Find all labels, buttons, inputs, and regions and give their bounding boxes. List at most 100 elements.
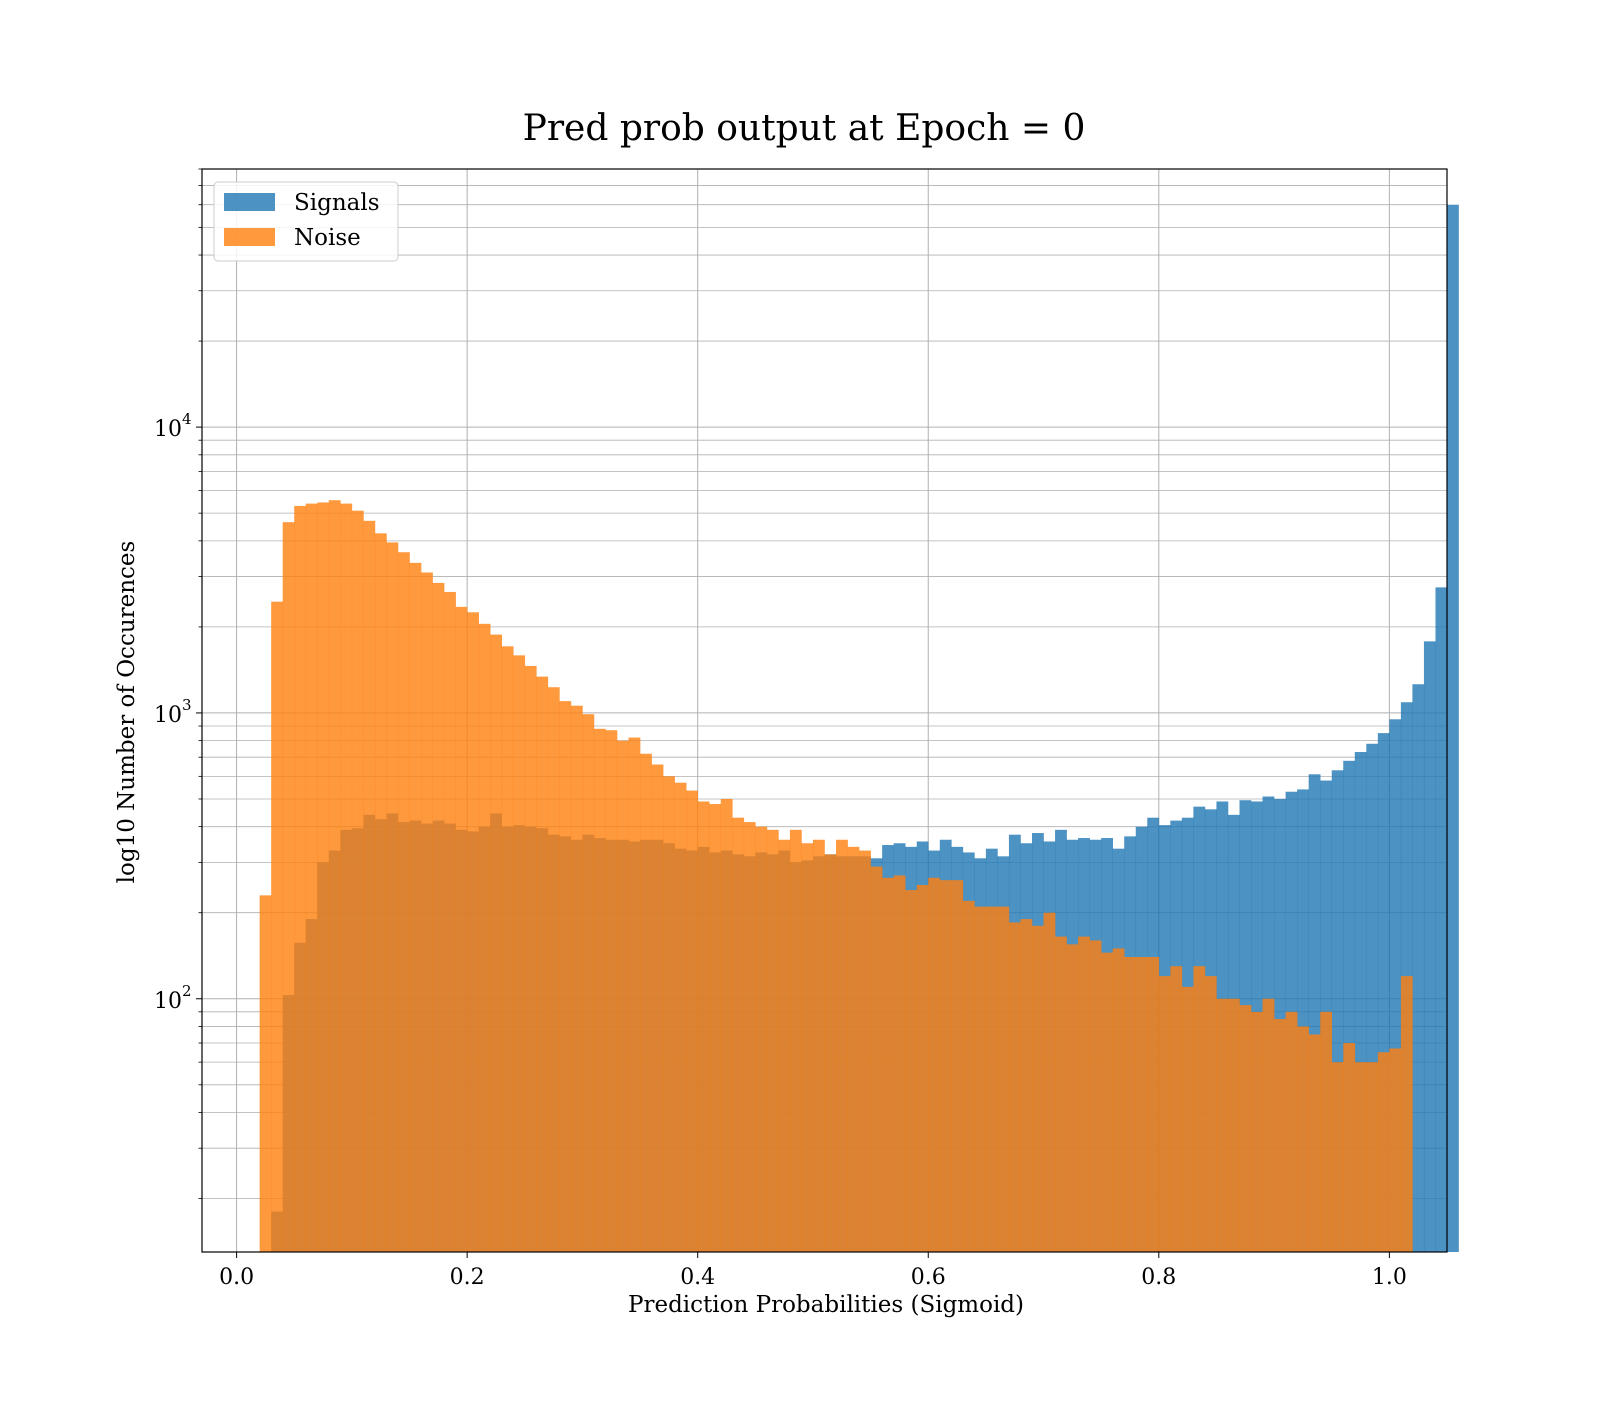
bar-signals bbox=[1297, 789, 1309, 1252]
bar-noise bbox=[1055, 936, 1067, 1252]
bar-noise bbox=[1020, 919, 1033, 1252]
bar-noise bbox=[397, 552, 410, 1252]
bar-noise bbox=[1331, 1062, 1344, 1252]
bar-noise bbox=[997, 906, 1010, 1252]
bar-noise bbox=[432, 582, 445, 1252]
bar-signals bbox=[1377, 733, 1390, 1252]
bar-noise bbox=[836, 839, 848, 1252]
bar-noise bbox=[628, 737, 641, 1252]
bar-noise bbox=[605, 730, 618, 1252]
bar-noise bbox=[870, 866, 883, 1252]
chart-legend: Signals Noise bbox=[213, 181, 399, 262]
bar-signals bbox=[1343, 760, 1356, 1252]
bar-noise bbox=[536, 676, 549, 1252]
bar-noise bbox=[271, 601, 283, 1252]
bar-noise bbox=[1008, 922, 1021, 1252]
bar-noise bbox=[824, 854, 837, 1252]
bar-noise bbox=[720, 798, 733, 1252]
bar-signals bbox=[1423, 641, 1436, 1252]
bar-noise bbox=[801, 843, 814, 1252]
x-axis-ticks: 0.0 0.2 0.4 0.6 0.8 1.0 bbox=[219, 1252, 1407, 1290]
bar-noise bbox=[1308, 1034, 1321, 1252]
bar-noise bbox=[985, 906, 998, 1252]
bar-noise bbox=[570, 705, 583, 1252]
bar-noise bbox=[789, 829, 802, 1252]
legend-swatch-signals bbox=[224, 193, 275, 211]
bar-noise bbox=[916, 885, 929, 1252]
bar-noise bbox=[1158, 976, 1171, 1252]
bar-noise bbox=[455, 606, 468, 1252]
bar-noise bbox=[1251, 1011, 1263, 1252]
bar-noise bbox=[490, 634, 503, 1252]
bar-noise bbox=[1354, 1062, 1367, 1252]
bar-noise bbox=[859, 850, 871, 1252]
bar-noise bbox=[305, 503, 318, 1252]
bar-noise bbox=[939, 880, 952, 1252]
bar-noise bbox=[1377, 1052, 1390, 1252]
bar-noise bbox=[1343, 1043, 1356, 1252]
y-axis-ticks: 102 103 104 bbox=[154, 168, 202, 1199]
bar-noise bbox=[1066, 944, 1079, 1252]
x-tick-label: 0.4 bbox=[680, 1265, 715, 1290]
bar-noise bbox=[593, 728, 606, 1252]
legend-label-noise: Noise bbox=[294, 225, 361, 251]
bar-noise bbox=[294, 505, 307, 1252]
bar-noise bbox=[882, 877, 894, 1252]
x-tick-label: 1.0 bbox=[1372, 1265, 1407, 1290]
bar-noise bbox=[1239, 1005, 1252, 1252]
bar-noise bbox=[1101, 952, 1113, 1252]
bar-noise bbox=[732, 817, 745, 1252]
bar-noise bbox=[651, 764, 664, 1252]
bar-noise bbox=[1193, 966, 1206, 1252]
bar-noise bbox=[755, 826, 768, 1252]
bar-signals bbox=[1447, 204, 1459, 1253]
bar-noise bbox=[1274, 1018, 1286, 1252]
bar-noise bbox=[478, 623, 491, 1252]
x-tick-label: 0.6 bbox=[911, 1265, 946, 1290]
bar-noise bbox=[1389, 1048, 1402, 1252]
bar-noise bbox=[847, 846, 860, 1252]
bar-noise bbox=[1124, 956, 1137, 1252]
bar-noise bbox=[444, 591, 456, 1252]
bar-noise bbox=[778, 839, 791, 1252]
bar-noise bbox=[743, 822, 756, 1252]
bar-noise bbox=[893, 875, 906, 1252]
bar-noise bbox=[686, 790, 698, 1252]
bar-noise bbox=[1285, 1011, 1298, 1252]
bar-signals bbox=[1412, 684, 1425, 1252]
bar-noise bbox=[467, 612, 479, 1252]
x-tick-label: 0.2 bbox=[450, 1265, 485, 1290]
bar-noise bbox=[582, 714, 595, 1252]
x-tick-label: 0.8 bbox=[1141, 1265, 1176, 1290]
bar-noise bbox=[1400, 976, 1413, 1252]
bar-noise bbox=[282, 522, 295, 1252]
bar-noise bbox=[617, 740, 629, 1252]
x-axis-label: Prediction Probabilities (Sigmoid) bbox=[628, 1292, 1024, 1318]
plot-frame bbox=[201, 168, 1448, 1253]
bar-signals bbox=[1331, 770, 1344, 1252]
y-tick-label: 102 bbox=[154, 982, 192, 1014]
bar-noise bbox=[1135, 956, 1148, 1252]
bar-noise bbox=[317, 502, 330, 1252]
bar-noise bbox=[663, 776, 675, 1252]
bar-noise bbox=[386, 542, 399, 1252]
bar-signals bbox=[1366, 743, 1379, 1252]
bar-signals bbox=[1354, 751, 1367, 1252]
chart-title: Pred prob output at Epoch = 0 bbox=[523, 108, 1086, 149]
bar-noise bbox=[697, 801, 710, 1252]
bar-noise bbox=[974, 906, 987, 1252]
bar-noise bbox=[259, 895, 272, 1252]
bar-signals bbox=[1435, 587, 1448, 1252]
bar-noise bbox=[812, 839, 825, 1252]
bar-noise bbox=[524, 665, 537, 1252]
bar-noise bbox=[513, 655, 526, 1252]
bar-noise bbox=[674, 782, 687, 1252]
bar-noise bbox=[905, 890, 918, 1252]
y-tick-label: 103 bbox=[154, 696, 192, 728]
bar-noise bbox=[1297, 1026, 1309, 1252]
x-tick-label: 0.0 bbox=[219, 1265, 254, 1290]
bar-noise bbox=[766, 829, 779, 1252]
y-axis-label: log10 Number of Occurences bbox=[114, 541, 140, 884]
bar-noise bbox=[1181, 986, 1194, 1252]
